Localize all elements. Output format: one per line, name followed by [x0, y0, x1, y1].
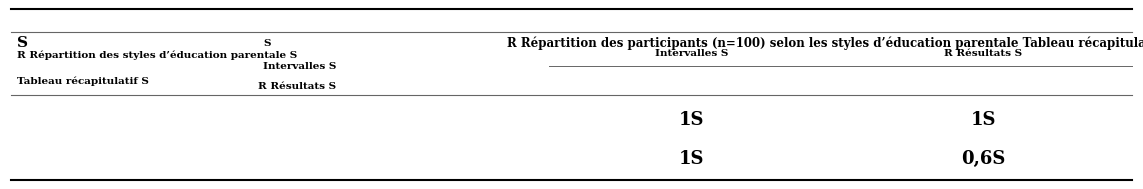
Text: 1S: 1S — [970, 111, 996, 129]
Text: Intervalles S: Intervalles S — [263, 62, 337, 71]
Text: Intervalles S: Intervalles S — [655, 49, 728, 58]
Text: S: S — [17, 36, 29, 50]
Text: R Résultats S: R Résultats S — [944, 49, 1022, 58]
Text: R Résultats S: R Résultats S — [258, 82, 336, 91]
Text: 0,6S: 0,6S — [961, 150, 1006, 168]
Text: 1S: 1S — [679, 150, 705, 168]
Text: S: S — [263, 39, 271, 48]
Text: Tableau récapitulatif S: Tableau récapitulatif S — [17, 76, 149, 86]
Text: R Répartition des styles d’éducation parentale S: R Répartition des styles d’éducation par… — [17, 51, 297, 60]
Text: R Répartition des participants (n=100) selon les styles d’éducation parentale Ta: R Répartition des participants (n=100) s… — [507, 37, 1143, 50]
Text: 1S: 1S — [679, 111, 705, 129]
